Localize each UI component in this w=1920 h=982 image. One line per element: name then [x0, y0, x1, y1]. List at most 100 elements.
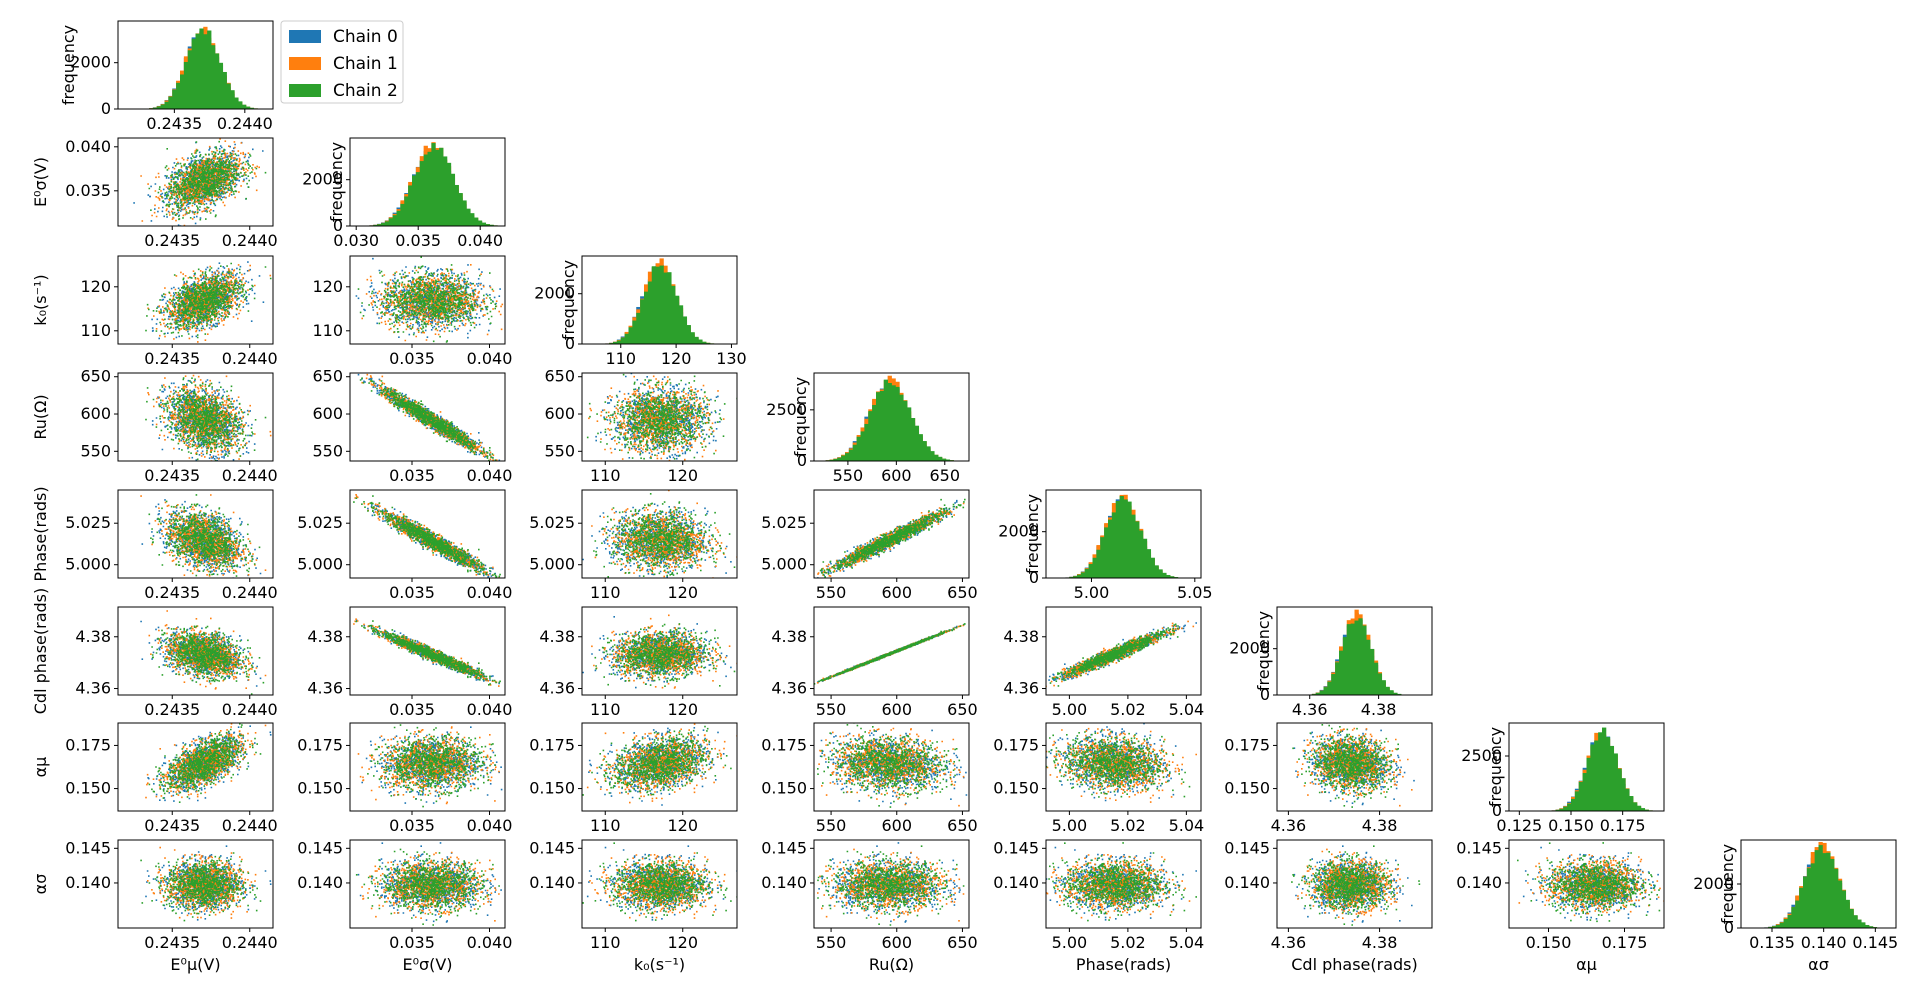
hist-Cdl_phase-xtick-label: 4.38: [1361, 700, 1397, 719]
hist-bar-chain-2: [416, 172, 420, 226]
scatter-Cdl_phase-ytick-label: 4.36: [75, 679, 111, 698]
scatter-alpha_mu-ytick-label: 0.150: [761, 779, 807, 798]
scatter-Ru-xtick-label: 600: [881, 816, 912, 835]
hist-bar-chain-2: [1131, 515, 1135, 578]
scatter-series-chain-2: [581, 842, 738, 921]
hist-bar-chain-2: [408, 185, 412, 226]
legend-label: Chain 2: [333, 81, 398, 101]
hist-bar-chain-2: [1158, 569, 1162, 578]
scatter-Ru-xtick-label: 600: [881, 583, 912, 602]
hist-bar-chain-2: [1606, 737, 1610, 811]
hist-bar-chain-2: [1788, 915, 1792, 928]
scatter-k0-xtick-label: 110: [590, 583, 621, 602]
hist-bar-chain-2: [876, 392, 880, 461]
hist-bar-chain-2: [165, 102, 169, 109]
hist-bar-chain-2: [459, 193, 463, 226]
row-ylabel-Phase: Phase(rads): [31, 486, 50, 581]
hist-bar-chain-2: [930, 451, 934, 461]
scatter-points: [145, 361, 284, 479]
scatter-E0mu-xtick-label: 0.2440: [222, 349, 278, 368]
scatter-k0-ytick-label: 120: [80, 277, 111, 296]
hist-bar-chain-2: [1583, 773, 1587, 811]
hist-bar-chain-2: [841, 455, 845, 461]
hist-bar-chain-2: [447, 163, 451, 226]
scatter-E0mu-xtick-label: 0.2440: [222, 231, 278, 250]
hist-bar-chain-2: [1618, 769, 1622, 811]
hist-bar-chain-2: [617, 340, 621, 344]
hist-bar-chain-2: [1366, 640, 1370, 695]
scatter-Cdl_phase-ytick-label: 4.38: [771, 627, 807, 646]
hist-bar-chain-2: [845, 453, 849, 461]
hist-bar-chain-2: [861, 431, 865, 461]
hist-ylabel-frequency: frequency: [1486, 727, 1505, 807]
hist-bar-chain-2: [199, 28, 203, 109]
hist-bar-chain-2: [223, 72, 227, 109]
hist-bar-chain-2: [1834, 869, 1838, 928]
hist-bar-chain-2: [1602, 728, 1606, 811]
hist-bar-chain-2: [1370, 649, 1374, 695]
hist-bar-chain-2: [424, 155, 428, 226]
scatter-series-chain-2: [145, 254, 271, 338]
hist-bar-chain-2: [1563, 807, 1567, 811]
hist-bar-chain-2: [868, 411, 872, 461]
hist-bar-chain-2: [663, 273, 667, 344]
scatter-alpha_sigma-ytick-label: 0.140: [1456, 873, 1502, 892]
scatter-Phase-ytick-label: 5.000: [297, 555, 343, 574]
hist-bar-chain-2: [698, 340, 702, 344]
hist-bar-chain-2: [1093, 558, 1097, 578]
hist-bar-chain-2: [864, 424, 868, 461]
scatter-series-chain-2: [353, 495, 514, 583]
hist-bar-chain-2: [1320, 691, 1324, 695]
scatter-k0-xtick-label: 120: [667, 583, 698, 602]
scatter-Cdl_phase-ytick-label: 4.38: [307, 627, 343, 646]
legend-swatch: [289, 30, 321, 43]
hist-bar-chain-2: [1784, 919, 1788, 928]
hist-ylabel-frequency: frequency: [791, 377, 810, 457]
scatter-series-chain-2: [1045, 612, 1222, 688]
hist-bar-chain-2: [648, 281, 652, 344]
scatter-E0mu-xtick-label: 0.2435: [144, 231, 200, 250]
scatter-Ru-ytick-label: 600: [544, 404, 575, 423]
scatter-alpha_sigma-ytick-label: 0.145: [297, 838, 343, 857]
hist-bar-chain-2: [188, 50, 192, 109]
scatter-Ru-xtick-label: 650: [947, 816, 978, 835]
hist-k0-xtick-label: 130: [716, 349, 747, 368]
hist-E0mu-xtick-label: 0.2435: [146, 114, 202, 133]
legend-swatch: [289, 57, 321, 70]
hist-bar-chain-2: [1077, 575, 1081, 578]
hist-bar-chain-2: [1795, 900, 1799, 928]
row-ylabel-alpha_mu: αμ: [31, 757, 50, 778]
hist-alpha_sigma-xtick-label: 0.140: [1801, 933, 1847, 952]
hist-bar-chain-2: [853, 445, 857, 461]
hist-bar-chain-2: [1575, 791, 1579, 811]
hist-bar-chain-2: [207, 30, 211, 109]
hist-bar-chain-2: [1104, 527, 1108, 578]
hist-bar-chain-2: [892, 385, 896, 461]
hist-alpha_mu-xtick-label: 0.125: [1496, 816, 1542, 835]
scatter-Phase-ytick-label: 5.000: [65, 555, 111, 574]
scatter-Cdl_phase-xtick-label: 4.36: [1271, 816, 1307, 835]
scatter-k0-ytick-label: 120: [312, 277, 343, 296]
hist-bar-chain-2: [1571, 799, 1575, 811]
hist-bar-chain-2: [938, 457, 942, 461]
hist-bar-chain-2: [656, 267, 660, 344]
hist-bar-chain-2: [1116, 501, 1120, 578]
hist-bar-chain-2: [1151, 558, 1155, 578]
hist-bar-chain-2: [1842, 890, 1846, 928]
hist-bar-chain-2: [1081, 572, 1085, 578]
col-xlabel-E0mu: E⁰μ(V): [170, 955, 220, 974]
legend-label: Chain 0: [333, 27, 398, 47]
hist-bar-chain-2: [934, 455, 938, 461]
scatter-Phase-xtick-label: 5.00: [1052, 700, 1088, 719]
scatter-Cdl_phase-xtick-label: 4.38: [1362, 816, 1398, 835]
hist-bar-chain-2: [219, 63, 223, 109]
